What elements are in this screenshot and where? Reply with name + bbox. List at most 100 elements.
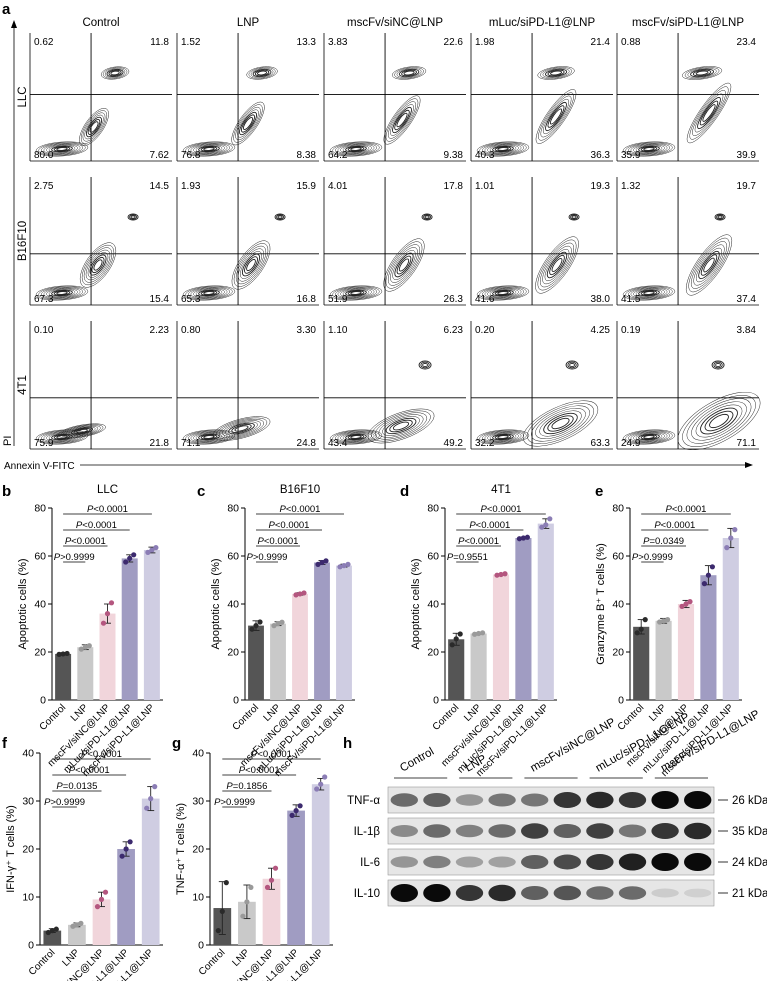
contour-line [87,119,101,135]
contour-line [382,416,420,436]
contour-line [83,247,113,283]
flow-plots: 0.62 11.8 80.0 7.62 1.52 13.3 76.8 8.38 3.83 22.6… [29,33,761,451]
quadrant-lower-left-value: 80.0 [34,150,54,161]
data-point [123,559,129,565]
bar [470,633,487,700]
contour-line [396,255,412,275]
contour-line [195,289,223,297]
contour-line [625,430,673,444]
contour-line [677,391,761,451]
contour-line [329,285,383,301]
quadrant-lower-left-value: 24.9 [621,438,641,449]
data-point [78,646,84,652]
p-value-label: P<0.0001 [69,765,110,776]
contour-line [38,430,86,444]
protein-band [455,824,484,838]
contour-line [698,250,720,280]
contour-line [401,69,417,77]
contour-line [53,146,71,152]
data-point [701,581,708,587]
contour-line [694,93,724,133]
flow-plot: 1.01 19.3 41.6 38.0 [470,177,613,306]
contour-line [547,415,574,432]
contour-line [106,68,124,78]
quadrant-lower-right-value: 15.4 [150,294,170,305]
contour-line [638,433,660,441]
contour-line [391,66,427,80]
contour-line [635,145,663,153]
category-label: Control [231,702,262,733]
contour-line [277,215,283,219]
category-label: Control [38,702,69,733]
contour-line [332,430,380,444]
contour-line [392,106,412,134]
data-point [70,923,76,929]
contour-line [337,287,375,299]
contour-line [85,116,103,138]
contour-line [392,421,410,431]
protein-band [684,853,712,871]
data-point [215,928,221,934]
contour-line [539,242,575,288]
contour-line [198,145,220,153]
contour-line [225,421,258,436]
bar-chart-panel-c: 0 20 40 60 80 Apoptotic cells (%) B16F10 Contro… [210,484,355,779]
data-point [74,922,80,928]
p-value-label: P=0.0135 [56,781,97,792]
data-point [322,774,328,780]
contour-line [237,109,259,138]
pi-axis-label: PI [2,436,14,446]
contour-line [233,104,263,143]
contour-line [628,287,670,299]
data-point [145,549,151,556]
quadrant-lower-right-value: 9.38 [444,150,464,161]
data-point [683,601,689,607]
data-point [457,631,463,637]
contour-line [695,247,723,283]
data-point [223,880,229,886]
bar [448,639,465,700]
quadrant-upper-right-value: 6.23 [444,325,464,336]
bar [238,901,256,945]
protein-band [423,793,451,807]
contour-line [630,287,668,299]
contour-line [329,429,383,445]
contour-line [190,287,228,299]
flow-plot: 0.62 11.8 80.0 7.62 [29,33,172,162]
protein-label: IL-6 [360,857,380,869]
contour-line [537,66,575,80]
data-point [524,534,531,540]
contour-line [622,141,676,157]
p-value-label: P<0.0001 [258,536,299,547]
panel-letter-e: e [595,483,603,500]
y-tick-label: 20 [612,647,624,659]
contour-line [127,213,139,221]
p-value-label: P<0.0001 [76,520,117,531]
contour-line [482,143,524,155]
quadrant-lower-left-value: 40.3 [475,150,495,161]
contour-line [335,287,377,299]
contour-line [547,105,565,128]
data-point [149,547,155,553]
contour-line [130,215,136,219]
contour-line [692,90,726,136]
contour-line [421,213,433,221]
contour-line [235,106,261,141]
quadrant-upper-right-value: 19.3 [591,181,611,192]
contour-line [87,252,109,278]
protein-band [684,791,712,809]
category-label: LNP [60,947,82,969]
quadrant-upper-left-value: 0.80 [181,325,201,336]
y-tick-label: 40 [34,599,46,611]
molecular-weight-label: 35 kDa [732,826,767,838]
contour-line [535,89,577,144]
contour-line [418,360,432,370]
contour-line [81,244,115,286]
contour-line [484,431,522,443]
category-label: Control [197,947,228,978]
category-label: Control [27,947,58,978]
contour-line [635,289,663,297]
contour-line [394,109,410,131]
flow-plot: 3.83 22.6 64.2 9.38 [323,33,466,162]
contour-line [182,141,236,157]
